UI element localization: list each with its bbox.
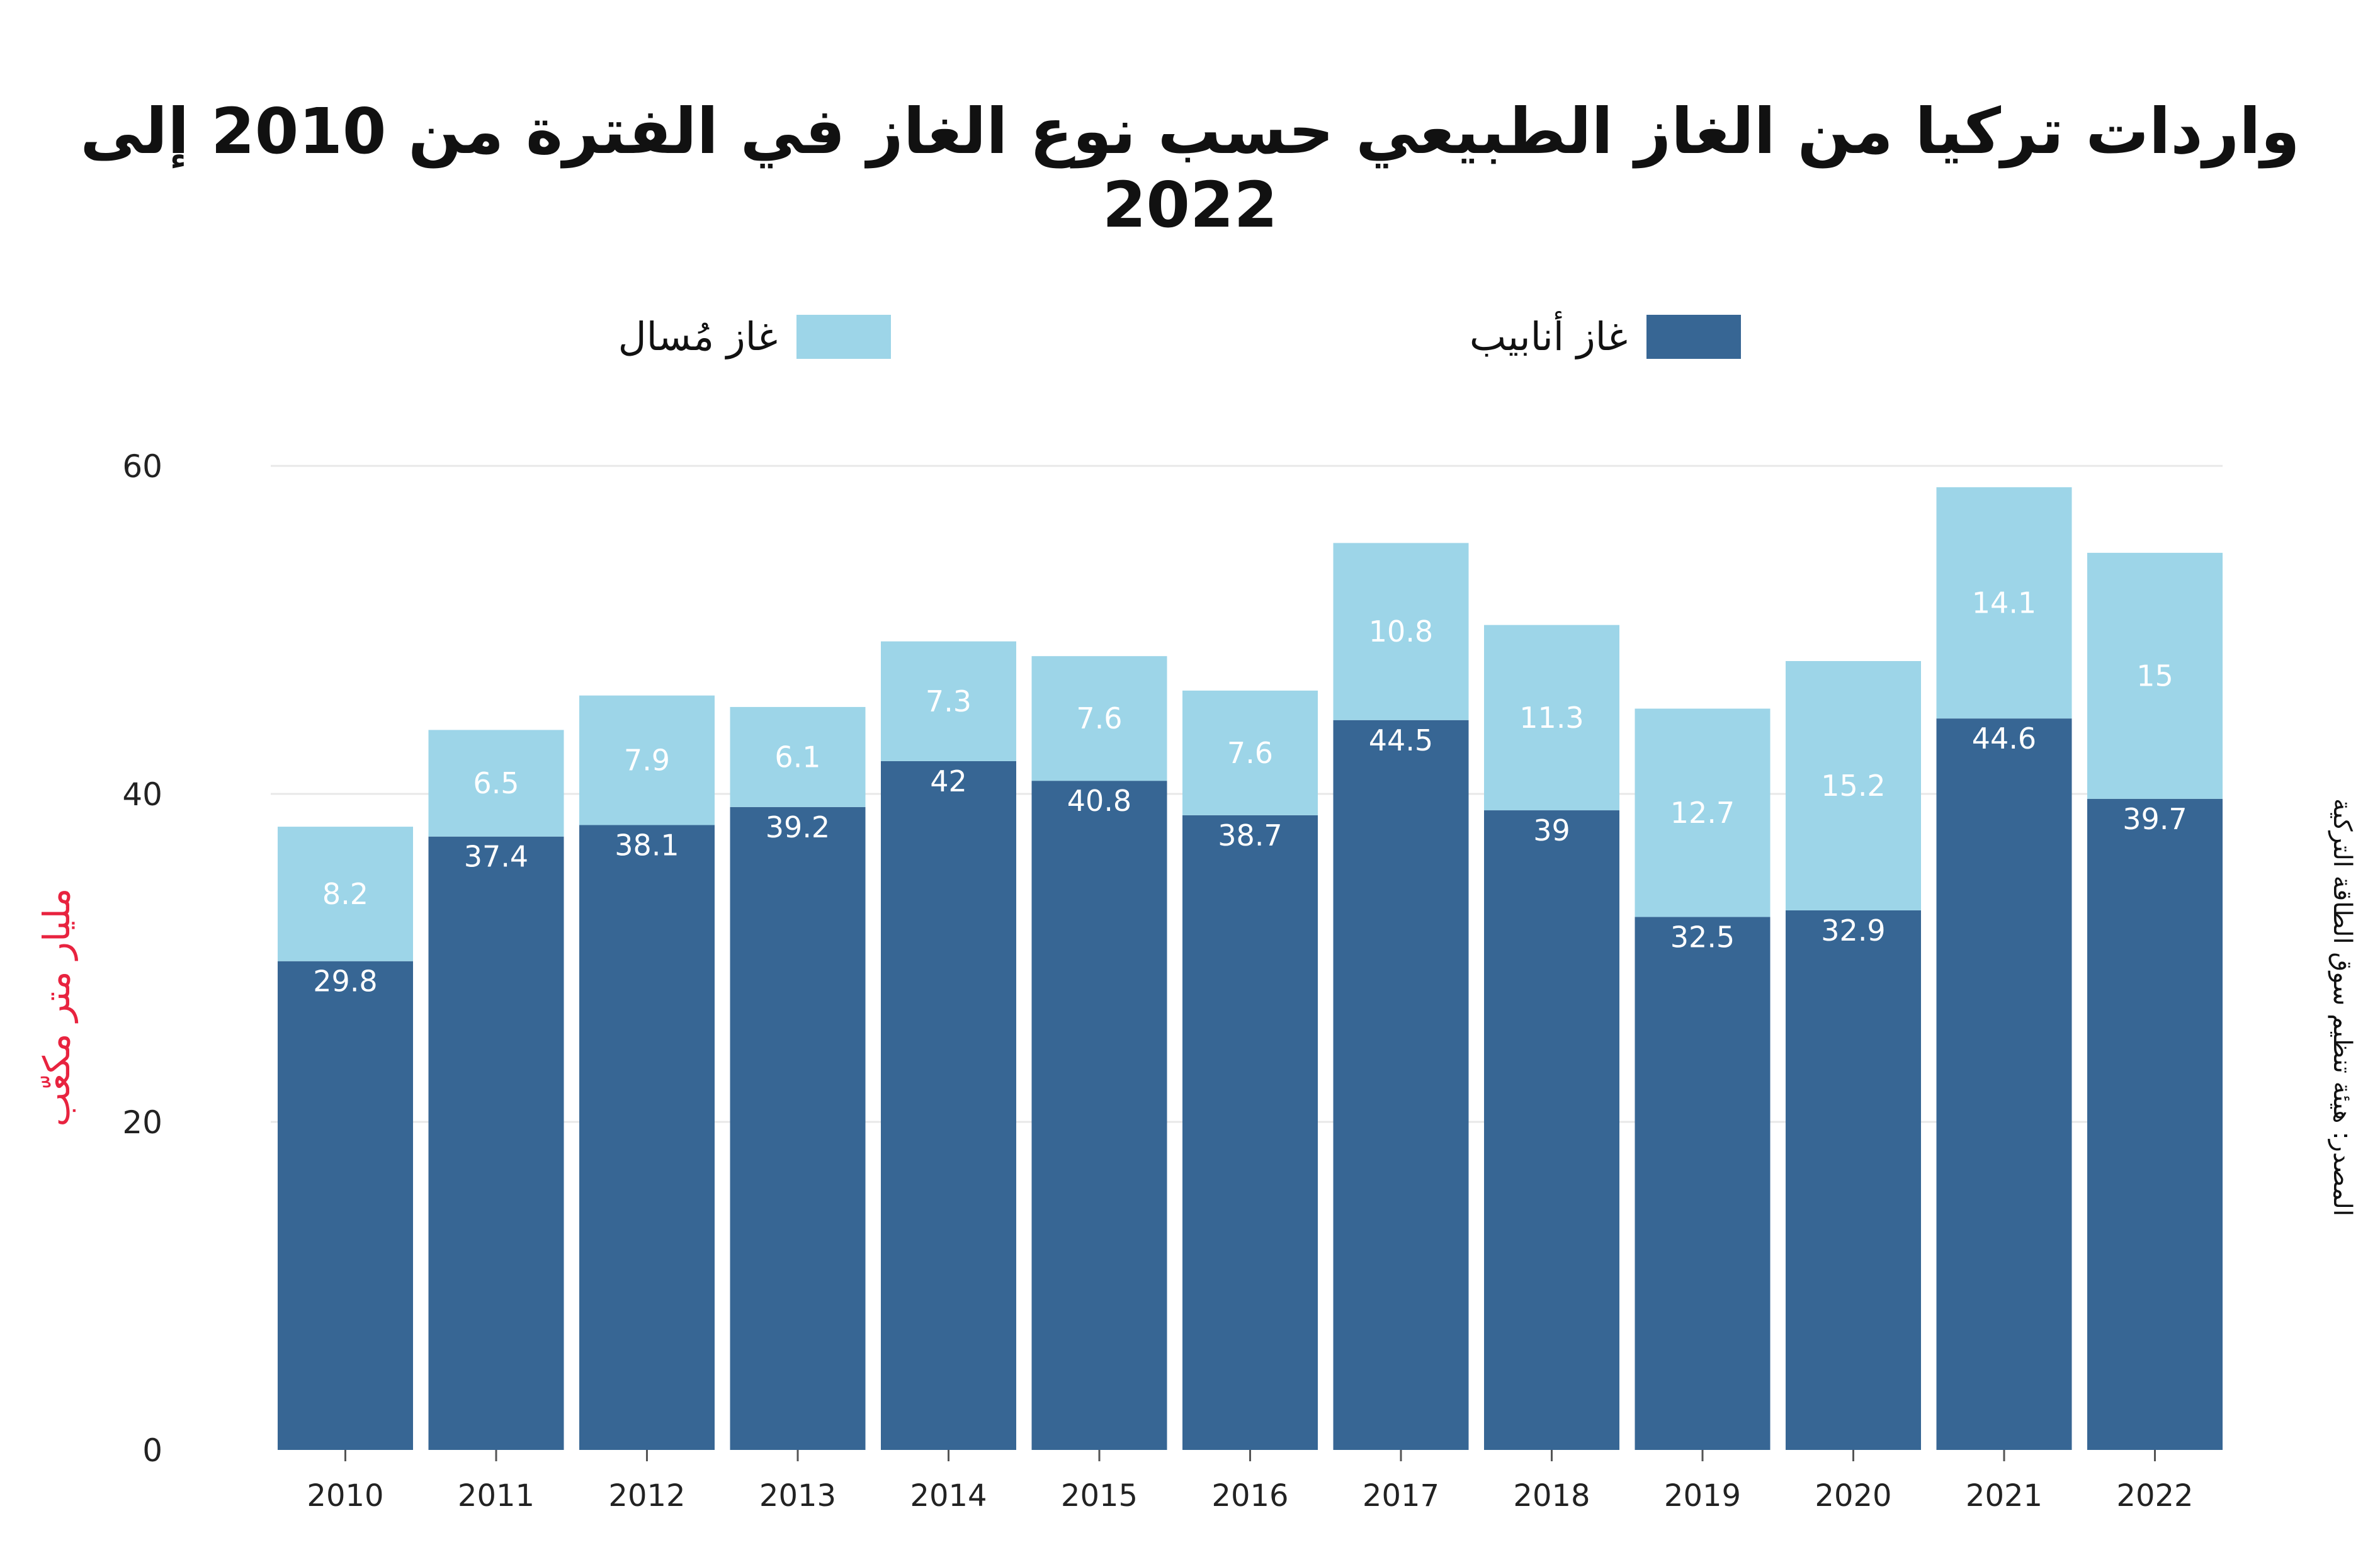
bar-pipeline xyxy=(2087,798,2223,1450)
bar-lng xyxy=(428,730,564,837)
x-tick-label: 2020 xyxy=(1815,1478,1891,1514)
bar-lng xyxy=(1182,690,1318,815)
data-label-pipeline: 39.2 xyxy=(766,810,830,844)
bar-lng xyxy=(1333,543,1469,720)
legend-swatch-pipeline xyxy=(1646,315,1741,359)
bar-lng xyxy=(730,706,866,807)
bar-pipeline xyxy=(730,806,866,1450)
data-label-pipeline: 32.5 xyxy=(1670,920,1735,954)
y-tick-label: 20 xyxy=(122,1104,162,1141)
bar-pipeline xyxy=(278,961,413,1450)
chart-title: واردات تركيا من الغاز الطبيعي حسب نوع ال… xyxy=(80,94,2300,242)
data-label-lng: 8.2 xyxy=(322,877,368,911)
data-label-pipeline: 38.1 xyxy=(615,828,679,862)
data-label-lng: 7.6 xyxy=(1076,701,1122,735)
data-label-lng: 7.3 xyxy=(926,684,972,718)
x-tick-label: 2021 xyxy=(1966,1478,2043,1514)
data-label-lng: 7.9 xyxy=(624,744,670,778)
data-label-lng: 10.8 xyxy=(1369,614,1433,648)
y-tick-label: 0 xyxy=(142,1432,162,1469)
bar-lng xyxy=(1936,487,2072,719)
bar-pipeline xyxy=(1182,815,1318,1450)
data-label-lng: 14.1 xyxy=(1972,586,2036,620)
data-label-pipeline: 42 xyxy=(930,764,967,798)
data-label-lng: 12.7 xyxy=(1670,796,1735,830)
x-tick-label: 2015 xyxy=(1061,1478,1138,1514)
y-tick-label: 60 xyxy=(122,448,162,485)
bar-lng xyxy=(1786,660,1921,910)
x-tick-label: 2010 xyxy=(307,1478,383,1514)
x-tick-label: 2013 xyxy=(759,1478,836,1514)
bar-lng xyxy=(2087,553,2223,799)
bar-lng xyxy=(579,695,715,825)
bar-pipeline xyxy=(1484,810,1619,1450)
data-label-lng: 6.5 xyxy=(473,766,519,800)
data-label-lng: 11.3 xyxy=(1519,701,1584,735)
data-label-pipeline: 32.9 xyxy=(1821,914,1885,948)
data-label-pipeline: 44.5 xyxy=(1369,723,1433,757)
bar-pipeline xyxy=(1031,781,1167,1450)
data-label-pipeline: 29.8 xyxy=(313,965,377,999)
data-label-pipeline: 39.7 xyxy=(2122,802,2187,836)
x-tick-label: 2019 xyxy=(1664,1478,1741,1514)
bar-pipeline xyxy=(1936,718,2072,1450)
data-label-lng: 15.2 xyxy=(1821,769,1885,803)
bar-pipeline xyxy=(881,761,1016,1450)
data-label-pipeline: 44.6 xyxy=(1972,722,2036,756)
data-label-pipeline: 38.7 xyxy=(1218,818,1282,852)
bar-lng xyxy=(1484,625,1619,811)
bar-lng xyxy=(1635,708,1771,917)
bar-pipeline xyxy=(428,836,564,1450)
bar-pipeline xyxy=(1333,720,1469,1450)
data-label-lng: 6.1 xyxy=(774,740,820,774)
data-label-pipeline: 39 xyxy=(1533,813,1570,847)
bar-pipeline xyxy=(579,825,715,1450)
bar-lng xyxy=(1031,656,1167,781)
data-label-lng: 15 xyxy=(2136,659,2173,693)
x-tick-label: 2012 xyxy=(608,1478,685,1514)
x-tick-label: 2016 xyxy=(1211,1478,1288,1514)
bar-lng xyxy=(881,641,1016,761)
legend-label-lng: غاز مُسال xyxy=(618,314,778,359)
legend-label-pipeline: غاز أنابيب xyxy=(1469,314,1628,359)
data-label-pipeline: 37.4 xyxy=(464,840,528,874)
bar-lng xyxy=(278,827,413,961)
data-label-pipeline: 40.8 xyxy=(1067,784,1131,818)
bar-pipeline xyxy=(1635,917,1771,1450)
x-tick-label: 2022 xyxy=(2116,1478,2193,1514)
data-label-lng: 7.6 xyxy=(1227,736,1273,770)
x-tick-label: 2011 xyxy=(458,1478,535,1514)
legend-swatch-lng xyxy=(796,315,891,359)
x-tick-label: 2018 xyxy=(1513,1478,1590,1514)
x-tick-label: 2014 xyxy=(910,1478,987,1514)
x-tick-label: 2017 xyxy=(1363,1478,1439,1514)
y-tick-label: 40 xyxy=(122,776,162,813)
bar-pipeline xyxy=(1786,910,1921,1450)
